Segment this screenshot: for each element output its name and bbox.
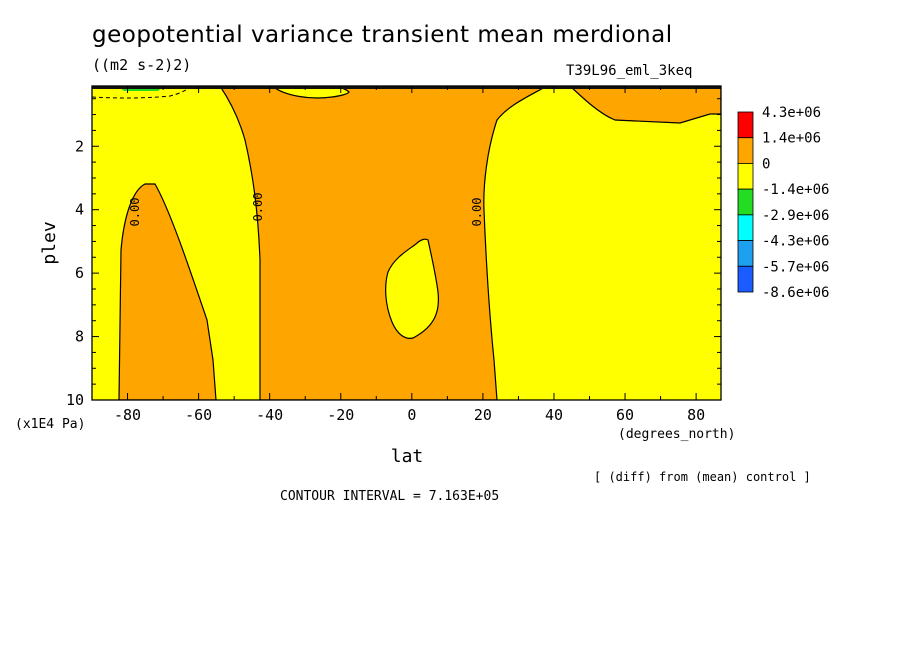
x-tick-label: 60 [616,406,634,424]
colorbar-label: 0 [762,156,770,172]
y-tick-label: 10 [66,391,84,409]
axis-ticks [92,86,721,401]
y-tick-label: 2 [75,137,84,155]
region-sh-positive [118,183,217,400]
colorbar-label: -2.9e+06 [762,208,829,224]
colorbar-swatch [737,214,754,241]
contour-label: 0.00 [128,198,142,227]
x-tick-label: 20 [474,406,492,424]
colorbar-swatch [737,111,754,139]
colorbar-label: 1.4e+06 [762,131,821,147]
y-tick-label: 8 [75,328,84,346]
colorbar-label: -5.7e+06 [762,259,829,275]
x-axis-label: lat [391,446,424,467]
region-tropics-positive [219,86,548,400]
contour-interval: CONTOUR INTERVAL = 7.163E+05 [280,489,500,504]
x-axis-units: (degrees_north) [618,427,735,442]
region-sh-upper-detail [92,88,188,99]
colorbar-swatch [737,240,754,267]
plot-frame [91,85,722,401]
contour-labels: 0.00 0.00 0.00 [128,193,484,227]
x-tick-label: -80 [114,406,141,424]
colorbar-swatch [737,163,754,190]
colorbar-swatch [737,265,754,293]
colorbar: 4.3e+06 1.4e+06 0 -1.4e+06 -2.9e+06 -4.3e+06 -… [737,105,829,301]
y-axis-units: (x1E4 Pa) [15,417,85,432]
x-tick-label: 0 [407,406,416,424]
x-tick-label: -20 [327,406,354,424]
contour-label: 0.00 [251,193,265,222]
colorbar-label: -1.4e+06 [762,182,829,198]
x-tick-label: -60 [185,406,212,424]
y-tick-label: 4 [75,201,84,219]
colorbar-label: -8.6e+06 [762,285,829,301]
x-tick-label: -40 [256,406,283,424]
colorbar-label: -4.3e+06 [762,234,829,250]
experiment-name: T39L96_eml_3keq [566,63,693,79]
x-tick-label: 40 [545,406,563,424]
top-dark-strip [92,86,721,89]
y-axis-label: plev [39,221,60,264]
region-nh-upper-positive [569,86,721,124]
colorbar-swatch [737,137,754,164]
region-equatorial-negative [385,238,440,339]
chart-title: geopotential variance transient mean mer… [92,22,673,48]
colorbar-swatch [737,188,754,216]
axis-tick-labels: -80 -60 -40 -20 0 20 40 60 80 2 4 6 8 10 [66,137,705,424]
chart-units: ((m2 s-2)2) [92,56,192,74]
contour-label: 0.00 [470,198,484,227]
x-tick-label: 80 [687,406,705,424]
diff-note: [ (diff) from (mean) control ] [594,470,811,484]
colorbar-label: 4.3e+06 [762,105,821,121]
y-tick-label: 6 [75,264,84,282]
plot-fill [92,86,721,400]
